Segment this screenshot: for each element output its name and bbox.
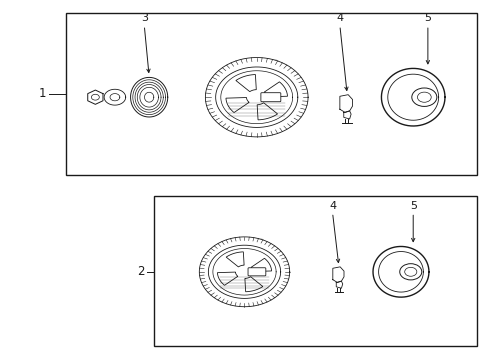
Polygon shape (205, 58, 307, 137)
Circle shape (271, 60, 278, 66)
Polygon shape (381, 68, 444, 126)
Polygon shape (339, 95, 352, 112)
Text: 1: 1 (39, 87, 46, 100)
Circle shape (216, 293, 222, 297)
Text: 3: 3 (141, 13, 147, 23)
Polygon shape (336, 281, 342, 288)
Text: 2: 2 (137, 265, 144, 278)
Polygon shape (343, 111, 350, 119)
Text: 5: 5 (424, 13, 430, 23)
Circle shape (411, 88, 436, 107)
Bar (66, 13, 476, 175)
Circle shape (264, 93, 276, 102)
Circle shape (251, 268, 262, 276)
Polygon shape (332, 267, 343, 283)
Polygon shape (199, 237, 289, 307)
Polygon shape (130, 77, 167, 117)
Text: 4: 4 (328, 201, 335, 211)
FancyBboxPatch shape (261, 93, 280, 102)
Text: 5: 5 (409, 201, 416, 211)
Circle shape (237, 267, 251, 277)
FancyBboxPatch shape (247, 268, 265, 276)
Circle shape (225, 121, 231, 125)
Circle shape (257, 239, 264, 244)
Text: 4: 4 (336, 13, 343, 23)
Bar (154, 196, 476, 346)
Circle shape (248, 91, 264, 103)
Polygon shape (372, 247, 428, 297)
Polygon shape (87, 90, 103, 104)
Circle shape (399, 264, 421, 280)
Polygon shape (104, 89, 125, 105)
